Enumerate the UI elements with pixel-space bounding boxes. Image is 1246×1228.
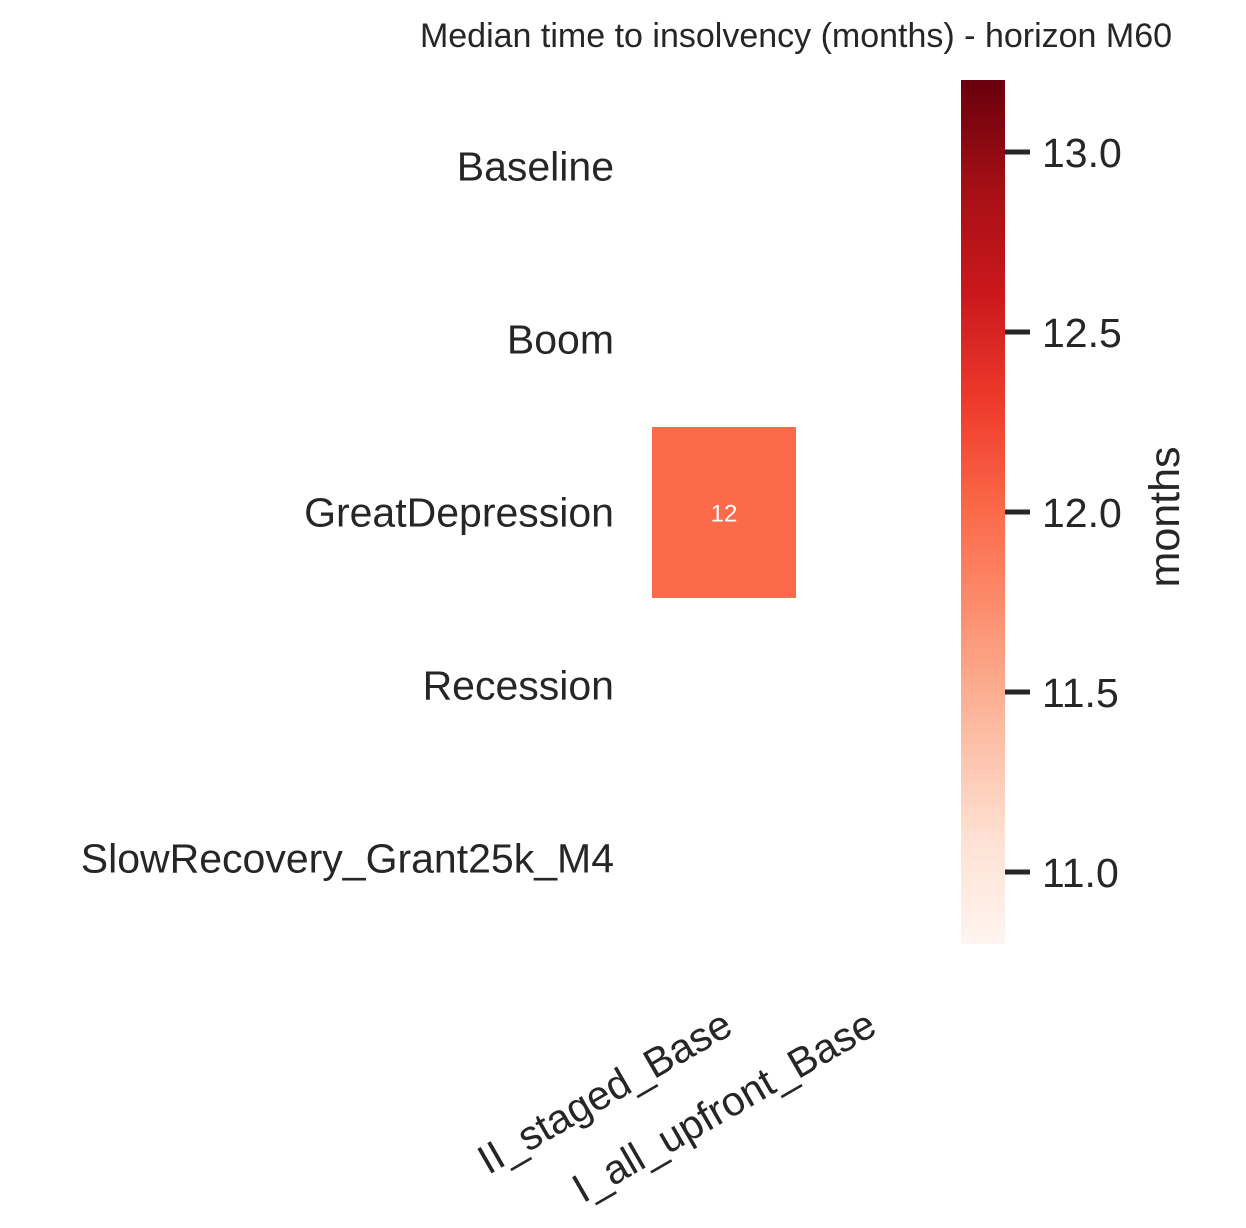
row-label: Baseline (457, 144, 614, 190)
colorbar: 11.0 11.5 12.0 12.5 13.0 months (961, 80, 1189, 944)
colorbar-tick-label: 11.5 (1042, 670, 1119, 716)
cell-value-label: 12 (711, 501, 738, 528)
row-label: GreatDepression (304, 490, 614, 536)
colorbar-tick-label: 12.5 (1042, 310, 1122, 356)
chart-title: Median time to insolvency (months) - hor… (420, 17, 1172, 55)
row-label: SlowRecovery_Grant25k_M4 (81, 836, 614, 882)
row-labels: Baseline Boom GreatDepression Recession Slow… (81, 144, 614, 882)
colorbar-tick-label: 12.0 (1042, 490, 1122, 536)
colorbar-tick-label: 13.0 (1042, 130, 1122, 176)
heatmap-cell (652, 427, 796, 598)
heatmap-cells: 12 (652, 427, 796, 598)
colorbar-gradient (961, 80, 1005, 944)
row-label: Recession (423, 663, 614, 709)
colorbar-tick-label: 11.0 (1042, 850, 1119, 896)
row-label: Boom (507, 317, 614, 363)
colorbar-ticks: 11.0 11.5 12.0 12.5 13.0 (1005, 130, 1122, 896)
colorbar-label: months (1141, 446, 1189, 587)
